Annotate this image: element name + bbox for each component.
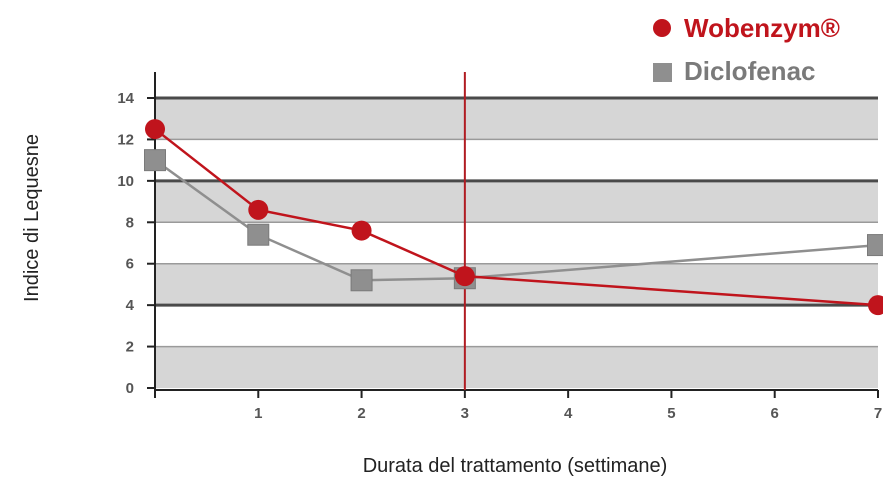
- point-wobenzym-2: [351, 220, 372, 241]
- y-tick-label-0: 0: [126, 380, 134, 397]
- legend: Wobenzym® Diclofenac: [653, 13, 840, 86]
- point-diclofenac-2: [350, 269, 373, 292]
- legend-label-diclofenac: Diclofenac: [684, 56, 816, 86]
- x-tick-label-1: 1: [254, 405, 262, 422]
- x-tick-label-2: 2: [357, 405, 365, 422]
- x-tick-label-7: 7: [874, 405, 882, 422]
- point-diclofenac-4: [867, 234, 883, 257]
- x-tick-label-6: 6: [771, 405, 779, 422]
- x-tick-label-5: 5: [667, 405, 675, 422]
- band-1: [155, 263, 878, 306]
- y-axis-title: Indice di Lequesne: [21, 134, 43, 302]
- band-0: [155, 346, 878, 388]
- y-tick-label-10: 10: [117, 173, 134, 190]
- legend-marker-diclofenac: [653, 63, 672, 82]
- y-tick-label-4: 4: [126, 297, 135, 314]
- band-layer: [155, 98, 878, 388]
- series-layer: [144, 119, 883, 316]
- y-tick-label-8: 8: [126, 214, 134, 231]
- legend-marker-wobenzym: [653, 19, 671, 37]
- y-tick-layer: 0 2 4 6 8 10 12 14: [117, 90, 155, 397]
- x-tick-label-4: 4: [564, 405, 573, 422]
- x-axis-title: Durata del trattamento (settimane): [363, 455, 668, 477]
- grid-layer: [155, 96, 878, 348]
- y-tick-label-2: 2: [126, 339, 134, 356]
- point-diclofenac-1: [247, 223, 270, 246]
- point-wobenzym-0: [145, 119, 165, 140]
- y-tick-label-14: 14: [117, 90, 134, 107]
- point-wobenzym-3: [454, 266, 475, 287]
- band-2: [155, 180, 878, 223]
- x-tick-layer: 1 2 3 4 5 6 7: [154, 390, 882, 422]
- y-tick-label-6: 6: [126, 256, 134, 273]
- point-wobenzym-4: [868, 295, 883, 316]
- y-tick-label-12: 12: [117, 131, 134, 148]
- band-3: [155, 98, 878, 140]
- legend-label-wobenzym: Wobenzym®: [684, 13, 840, 43]
- point-diclofenac-0: [144, 149, 166, 172]
- x-tick-label-3: 3: [461, 405, 469, 422]
- point-wobenzym-1: [248, 199, 269, 220]
